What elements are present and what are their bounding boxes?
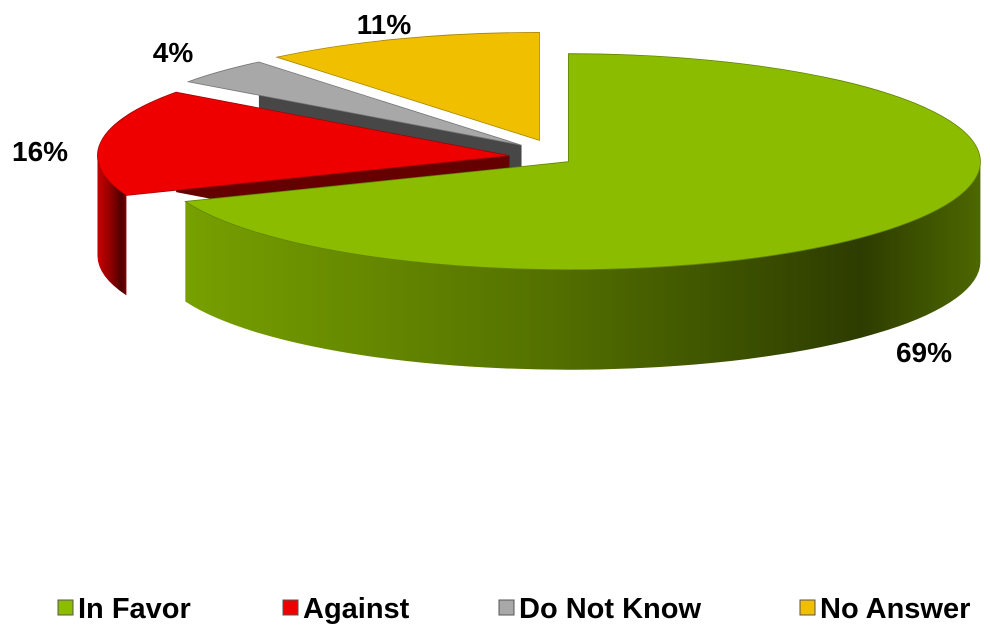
legend-label-do-not-know: Do Not Know bbox=[519, 593, 701, 625]
legend-swatch-in-favor bbox=[57, 599, 74, 616]
legend-item-do-not-know: Do Not Know bbox=[498, 593, 701, 625]
slice-no-answer bbox=[275, 32, 540, 141]
slice-against bbox=[97, 91, 510, 196]
slice-label-in-favor: 69% bbox=[896, 337, 952, 368]
slice-label-against: 16% bbox=[12, 136, 68, 167]
slice-side-in-favor bbox=[185, 161, 981, 370]
slice-in-favor bbox=[184, 53, 981, 271]
slice-do-not-know bbox=[186, 61, 522, 146]
legend-swatch-no-answer bbox=[799, 599, 816, 616]
slice-label-do-not-know: 4% bbox=[153, 37, 194, 68]
slice-labels: 69% 16% 4% 11% bbox=[12, 9, 952, 368]
legend-label-against: Against bbox=[303, 593, 410, 625]
legend: In Favor Against Do Not Know No Answer bbox=[57, 593, 970, 625]
legend-label-no-answer: No Answer bbox=[820, 593, 970, 625]
pie-layer bbox=[97, 32, 981, 370]
legend-swatch-against bbox=[282, 599, 299, 616]
slice-label-no-answer: 11% bbox=[357, 9, 412, 40]
legend-item-in-favor: In Favor bbox=[57, 593, 191, 625]
legend-swatch-do-not-know bbox=[498, 599, 515, 616]
legend-item-no-answer: No Answer bbox=[799, 593, 970, 625]
legend-label-in-favor: In Favor bbox=[78, 593, 191, 625]
legend-item-against: Against bbox=[282, 593, 410, 625]
